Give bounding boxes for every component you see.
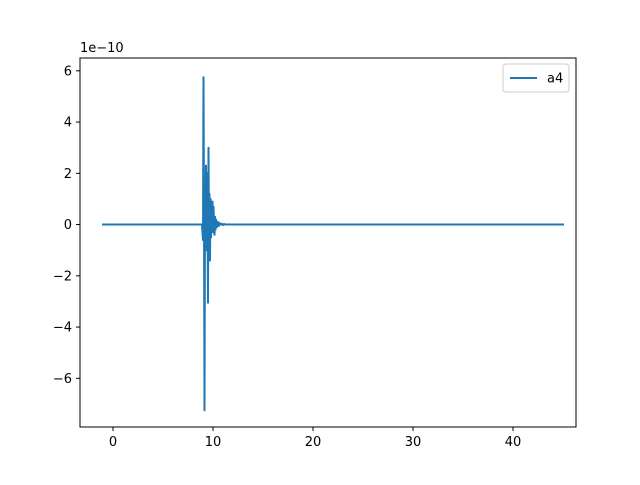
y-tick-label: 6: [64, 64, 72, 79]
x-tick-label: 10: [205, 435, 222, 450]
x-tick-label: 0: [109, 435, 117, 450]
y-tick-label: 2: [64, 167, 72, 182]
x-tick-label: 20: [305, 435, 322, 450]
y-tick-label: −2: [53, 269, 72, 284]
axes-frame: [79, 57, 577, 428]
series-line-a4: [102, 76, 564, 412]
y-tick-label: 4: [64, 116, 72, 131]
series-layer: [102, 76, 564, 412]
x-tick-label: 30: [405, 435, 422, 450]
axes-layer: 0 10 20 30 40 −6 −4 −2 0 2 4 6: [53, 57, 577, 450]
legend: a4: [502, 63, 570, 93]
y-tick-label: −4: [53, 321, 72, 336]
legend-label: a4: [547, 72, 563, 87]
y-tick-label: 0: [64, 218, 72, 233]
x-tick-label: 40: [505, 435, 522, 450]
y-offset-label: 1e−10: [80, 41, 124, 56]
y-tick-label: −6: [53, 372, 72, 387]
